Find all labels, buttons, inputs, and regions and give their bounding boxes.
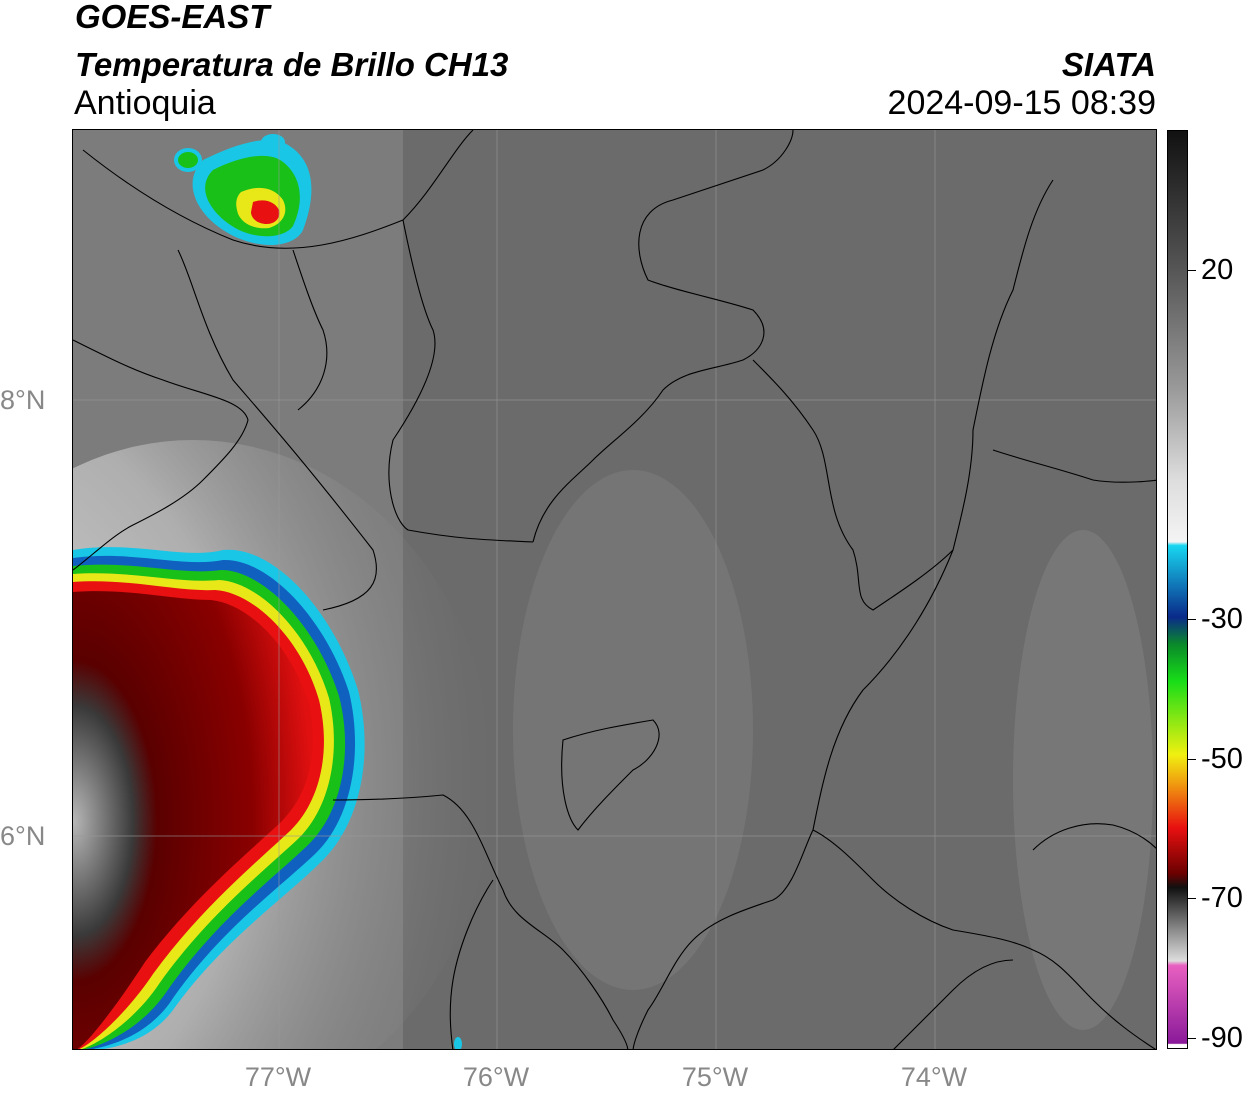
borders [73, 130, 1156, 1049]
satellite-map [72, 129, 1157, 1050]
colorbar-label-minus50: -50 [1201, 743, 1243, 775]
lat-label-6n: 6°N [0, 821, 46, 851]
gridlines [73, 130, 1156, 1049]
title-product: Temperatura de Brillo CH13 [75, 46, 509, 83]
lon-label-75w: 75°W [681, 1062, 749, 1092]
colorbar-tick-minus90 [1188, 1038, 1196, 1039]
colorbar-tick-minus30 [1188, 619, 1196, 620]
title-satellite: GOES-EAST [75, 0, 270, 35]
lat-label-8n: 8°N [0, 385, 46, 415]
light-cloud-east [1013, 530, 1153, 1030]
colorbar-label-20: 20 [1201, 254, 1234, 286]
lon-label-74w: 74°W [900, 1062, 968, 1092]
colorbar-tick-minus70 [1188, 898, 1196, 899]
colorbar-label-minus30: -30 [1201, 603, 1243, 635]
colorbar-label-minus90: -90 [1201, 1022, 1243, 1054]
colorbar-label-minus70: -70 [1201, 882, 1243, 914]
title-region: Antioquia [74, 84, 216, 122]
large-storm-cell [73, 547, 365, 1049]
colorbar-tick-minus50 [1188, 759, 1196, 760]
light-cloud-band [513, 470, 753, 990]
organization-label: SIATA [1061, 46, 1156, 83]
lon-label-76w: 76°W [462, 1062, 530, 1092]
colorbar-tick-20 [1188, 270, 1196, 271]
lon-label-77w: 77°W [244, 1062, 312, 1092]
colorbar [1167, 130, 1188, 1049]
datetime-label: 2024-09-15 08:39 [887, 84, 1156, 122]
small-storm-cell [174, 134, 312, 245]
small-cyan-blob [454, 1037, 462, 1049]
map-canvas [73, 130, 1156, 1049]
